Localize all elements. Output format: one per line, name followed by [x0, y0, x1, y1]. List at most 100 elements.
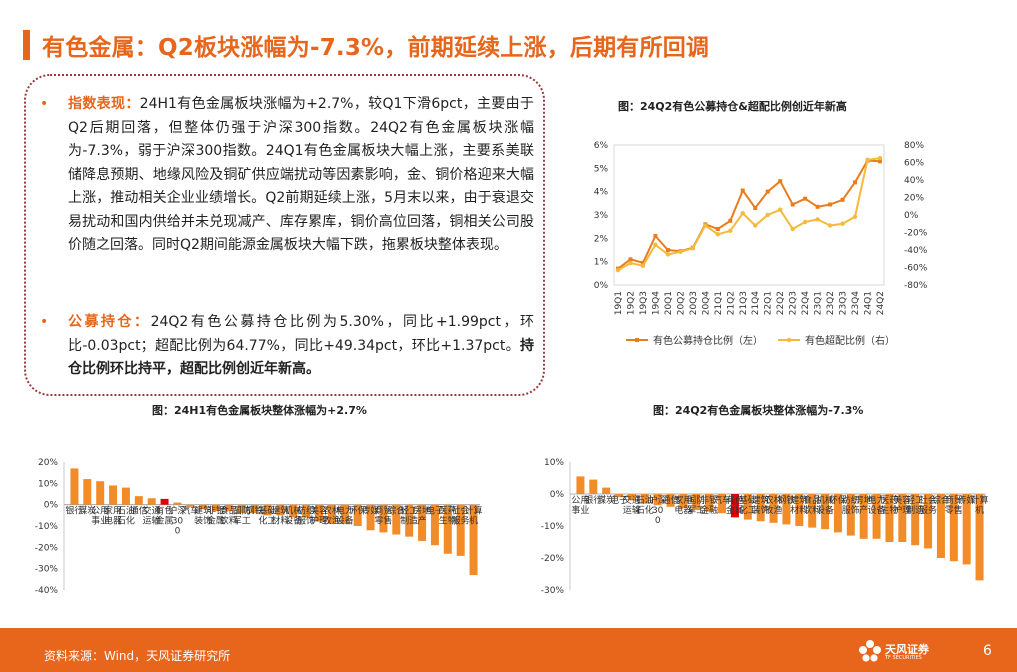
right-axis-tick-label: -60%	[904, 264, 928, 274]
category-label-line: 美容	[893, 494, 911, 506]
category-label-line: 产	[418, 515, 427, 527]
category-label-line: 汽车	[181, 505, 199, 517]
bar	[833, 494, 842, 533]
category-label-line: 事业	[91, 515, 109, 527]
bar	[199, 504, 208, 509]
y-axis-tick-label: -20%	[35, 543, 59, 553]
right-axis-tick-label: 80%	[904, 141, 924, 151]
bar	[224, 504, 233, 512]
category-label-line: 农林	[323, 505, 341, 517]
bar	[666, 494, 675, 507]
footer-source: 资料来源：Wind，天风证券研究所	[44, 649, 231, 663]
category-label-line: 机械	[816, 494, 834, 506]
bar	[846, 494, 855, 536]
category-label: 基础化工	[739, 494, 757, 516]
category-label: 环保	[349, 505, 367, 517]
bar	[469, 504, 478, 576]
category-label-line: 家用	[104, 505, 122, 517]
category-label: 公用事业	[91, 506, 109, 527]
x-axis-tick-label: 22Q3	[789, 291, 799, 315]
bar	[602, 487, 611, 494]
category-label-line: 电力	[868, 494, 886, 506]
category-label-line: 金融	[207, 515, 225, 527]
left-axis-tick-label: 4%	[594, 188, 609, 198]
overweight-ratio-point	[628, 260, 633, 266]
category-label-line: 社会	[452, 505, 470, 517]
category-label: 房地产	[413, 505, 431, 527]
bar	[263, 504, 272, 516]
bar	[121, 487, 130, 505]
category-label: 食品饮料	[803, 494, 821, 516]
category-label-line: 商贸	[374, 505, 392, 517]
holdings-ratio-point	[665, 248, 670, 252]
x-axis-tick-label: 22Q4	[801, 291, 811, 316]
overweight-ratio-point	[715, 232, 721, 237]
bullet-paragraph-1: 指数表现：24H1有色金属板块涨幅为+2.7%，较Q1下滑6pct，主要由于Q2…	[68, 93, 534, 258]
holdings-line-chart: 0% 1% 2% 3% 4% 5% 6% -80% -60% -40% -20% 0% 20% 40% 60…	[594, 141, 928, 347]
category-label-line: 基础	[259, 505, 277, 517]
h1-bar-chart: 20% 10% 0% -10% -20% -30% -40% 银行煤炭公用事业家用电器石油石化…	[35, 458, 483, 596]
category-label-line: 交通	[143, 505, 161, 517]
category-label-line: 传媒	[362, 505, 380, 517]
category-label: 纺织服饰	[297, 505, 315, 527]
category-label-line: 传媒	[958, 494, 976, 506]
category-label: 沪深 30 0	[168, 505, 186, 537]
bar	[405, 504, 414, 537]
category-label-line: 化工	[739, 504, 757, 516]
category-label: 机械设备	[816, 494, 834, 516]
category-label-line: 有色	[726, 494, 744, 506]
holdings-ratio-point	[715, 227, 720, 231]
category-label: 公用事业	[571, 495, 589, 516]
category-label-line: 计算	[971, 494, 989, 506]
bullet-bold-conclusion: 持仓比例环比持平，超配比例创近年新高。	[68, 337, 534, 378]
category-label-line: 环保	[829, 494, 847, 506]
bullet-paragraph-2: 公募持仓：24Q2有色公募持仓比例为5.30%，同比+1.99pct，环比-0.…	[68, 311, 534, 382]
flower-logo-icon	[859, 640, 881, 662]
overweight-ratio-point	[765, 212, 770, 218]
right-axis-tick-label: 40%	[904, 176, 924, 186]
category-label-line: 通信	[662, 494, 680, 506]
x-axis-tick-label: 23Q2	[826, 291, 836, 315]
category-label-line: 机械	[284, 505, 302, 517]
category-label-line: 牧渔	[765, 504, 783, 516]
category-label: 有色金属	[156, 505, 174, 527]
category-label-line: 设备	[336, 515, 354, 527]
holdings-ratio-point	[778, 179, 783, 184]
category-label-line: 石油	[636, 494, 654, 506]
category-label-line: 建筑	[752, 494, 770, 506]
category-label-line: 军工	[233, 516, 251, 527]
bullet-keyword: 公募持仓：	[68, 314, 151, 330]
category-label-line: 公用	[571, 495, 589, 506]
bar	[327, 504, 336, 524]
bar	[718, 494, 727, 514]
overweight-ratio-point	[852, 214, 858, 219]
logo-text: 天风证券	[885, 643, 929, 656]
bar	[808, 494, 817, 528]
category-label: 非银金融	[700, 494, 718, 516]
category-label-line: 食品	[803, 494, 821, 506]
category-label: 建筑材料	[271, 505, 289, 527]
bar	[885, 494, 894, 542]
category-label-line: 石化	[636, 504, 654, 516]
category-label-line: 饮料	[220, 515, 238, 527]
category-label-line: 沪深	[649, 494, 667, 506]
category-label: 基础化工	[259, 505, 277, 527]
title-accent-bar	[23, 30, 30, 60]
category-label: 非银金融	[207, 505, 225, 527]
bar	[212, 504, 221, 512]
category-label: 石油石化	[117, 505, 135, 527]
legend-label: 有色超配比例（右）	[805, 334, 895, 347]
left-axis-tick-label: 2%	[594, 234, 609, 244]
category-label-line: 房地	[855, 494, 873, 506]
category-label-line: 0	[655, 516, 661, 526]
bar	[859, 494, 868, 539]
category-label-line: 农林	[765, 494, 783, 506]
overweight-ratio-point	[678, 249, 683, 254]
overweight-ratio-point	[827, 223, 833, 228]
category-label: 环保	[829, 494, 847, 506]
holdings-ratio-point	[803, 196, 808, 201]
category-label: 钢铁	[246, 505, 264, 517]
x-axis-tick-label: 23Q3	[839, 291, 849, 315]
category-label: 医药生物	[439, 506, 457, 527]
holdings-ratio-point	[790, 202, 795, 207]
